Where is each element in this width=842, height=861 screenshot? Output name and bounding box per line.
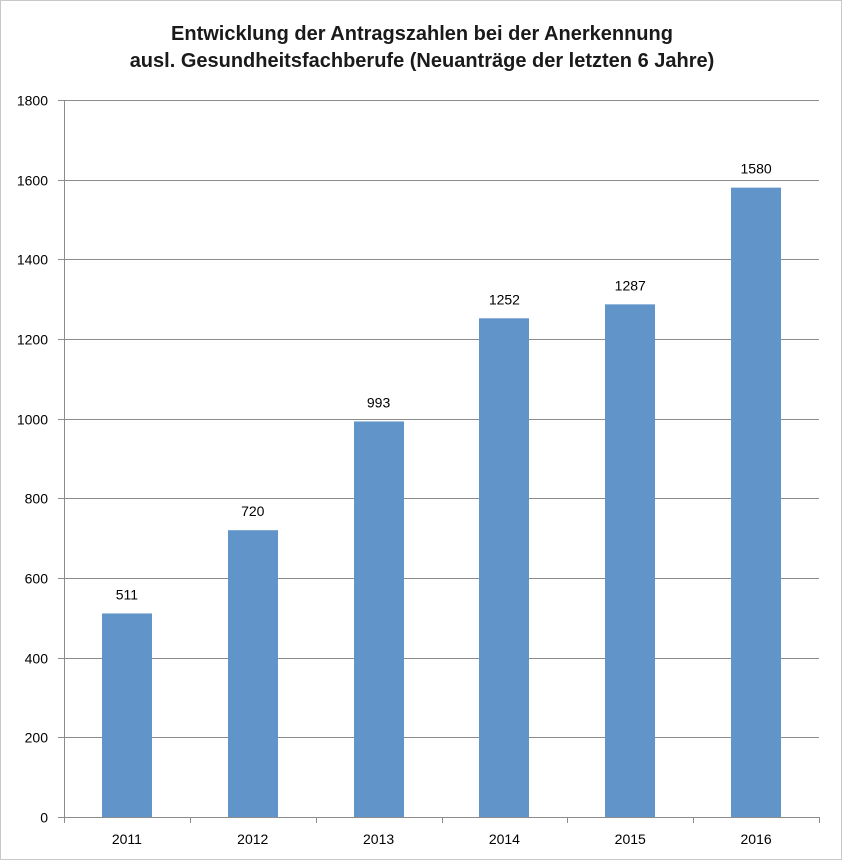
x-tick-label-2013: 2013 xyxy=(363,831,394,847)
data-label-2011: 511 xyxy=(116,586,139,602)
y-tick-label: 1400 xyxy=(17,252,48,268)
chart-title: Entwicklung der Antragszahlen bei der An… xyxy=(1,21,842,75)
bar-2015 xyxy=(605,304,655,818)
y-tick-label: 600 xyxy=(25,571,49,587)
y-tick-label: 800 xyxy=(25,491,49,507)
x-tick-label-2016: 2016 xyxy=(741,831,772,847)
y-tick-label: 400 xyxy=(25,651,49,667)
y-tick-label: 1200 xyxy=(17,332,48,348)
data-label-2016: 1580 xyxy=(741,161,772,177)
chart-title-line-2: ausl. Gesundheitsfachberufe (Neuanträge … xyxy=(129,50,715,72)
bar-2012 xyxy=(228,530,278,817)
data-label-2015: 1287 xyxy=(615,277,646,293)
x-tick-label-2015: 2015 xyxy=(615,831,646,847)
data-label-2012: 720 xyxy=(241,503,265,519)
y-tick-label: 1800 xyxy=(17,93,48,109)
data-label-2014: 1252 xyxy=(489,291,520,307)
bar-2013 xyxy=(354,421,404,817)
x-tick-label-2012: 2012 xyxy=(237,831,268,847)
chart-title-line-1: Entwicklung der Antragszahlen bei der An… xyxy=(171,23,673,45)
y-tick-label: 200 xyxy=(25,730,49,746)
x-tick-label-2011: 2011 xyxy=(112,831,142,847)
y-tick-label: 1600 xyxy=(17,173,48,189)
bar-2014 xyxy=(479,318,529,817)
x-tick-label-2014: 2014 xyxy=(489,831,520,847)
bar-2011 xyxy=(102,613,152,817)
data-label-2013: 993 xyxy=(367,394,391,410)
y-tick-label: 1000 xyxy=(17,412,48,428)
bar-2016 xyxy=(731,187,781,818)
y-tick-label: 0 xyxy=(40,810,48,826)
